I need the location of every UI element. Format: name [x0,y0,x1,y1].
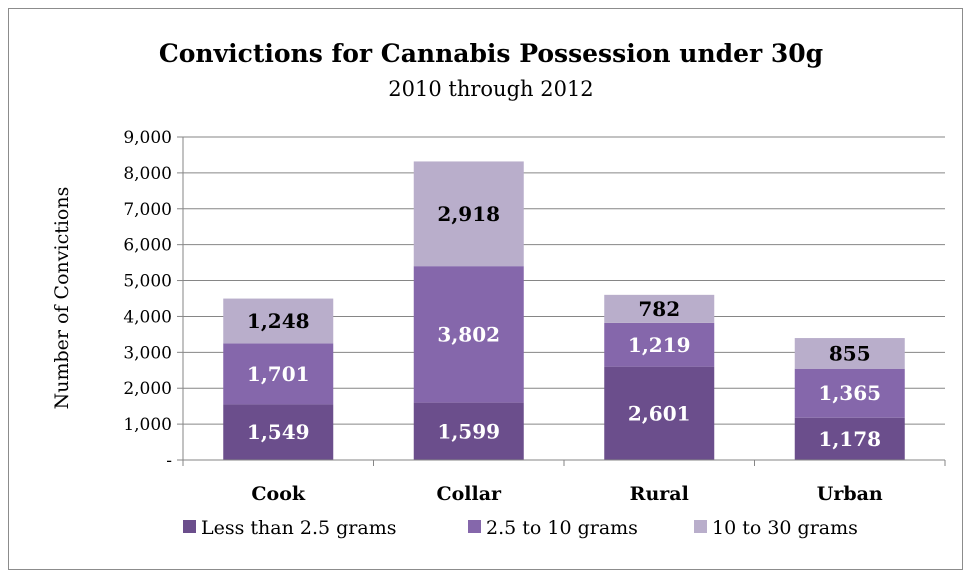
bar-segment [604,294,715,323]
y-tick-label: 1,000 [123,415,172,435]
y-tick-label: 9,000 [123,128,172,148]
category-label: Collar [436,483,502,505]
y-tick-label: 8,000 [123,164,172,184]
bar-segment [413,402,524,460]
bar-segment [794,368,905,418]
data-label: 1,599 [437,419,500,443]
bar-segment [794,417,905,460]
chart-subtitle: 2010 through 2012 [388,77,593,101]
y-tick-label: 2,000 [123,379,172,399]
legend-swatch [694,520,707,533]
data-label: 3,802 [437,322,500,346]
y-tick-label: 3,000 [123,343,172,363]
data-label: 1,219 [628,333,691,357]
legend-label: Less than 2.5 grams [201,517,396,539]
y-axis-ticks: - 1,000 2,000 3,000 4,000 5,000 6,000 7,000 8,00… [123,128,183,471]
legend: Less than 2.5 grams 2.5 to 10 grams 10 to … [183,517,858,539]
y-tick-label: - [166,451,172,471]
legend-label: 2.5 to 10 grams [486,517,638,539]
bar-segment [223,404,334,460]
y-tick-label: 5,000 [123,272,172,292]
data-label: 782 [638,297,680,321]
x-axis: Cook Collar Rural Urban [182,137,946,505]
bar-segment [223,343,334,405]
legend-label: 10 to 30 grams [712,517,858,539]
data-label: 1,178 [818,427,881,451]
bar-group [223,161,905,460]
category-label: Rural [630,483,689,505]
data-label: 1,365 [818,381,881,405]
legend-swatch [183,520,196,533]
y-axis-label: Number of Convictions [51,187,73,410]
legend-swatch [468,520,481,533]
data-label: 2,918 [437,202,500,226]
chart-title: Convictions for Cannabis Possession unde… [159,39,823,68]
y-tick-label: 6,000 [123,236,172,256]
data-label: 1,701 [247,362,310,386]
bar-segment [604,322,715,367]
data-label: 2,601 [628,401,691,425]
data-labels: 1,549 1,701 1,248 1,599 3,802 2,918 2,601 1,219… [247,202,881,451]
bar-segment [794,338,905,369]
category-label: Cook [251,483,305,505]
y-tick-label: 4,000 [123,307,172,327]
data-label: 1,248 [247,309,310,333]
bar-segment [413,161,524,267]
y-tick-label: 7,000 [123,200,172,220]
data-label: 1,549 [247,420,310,444]
bar-segment [604,366,715,460]
bar-segment [223,298,334,344]
bar-segment [413,266,524,403]
category-label: Urban [817,483,883,505]
data-label: 855 [829,341,871,365]
